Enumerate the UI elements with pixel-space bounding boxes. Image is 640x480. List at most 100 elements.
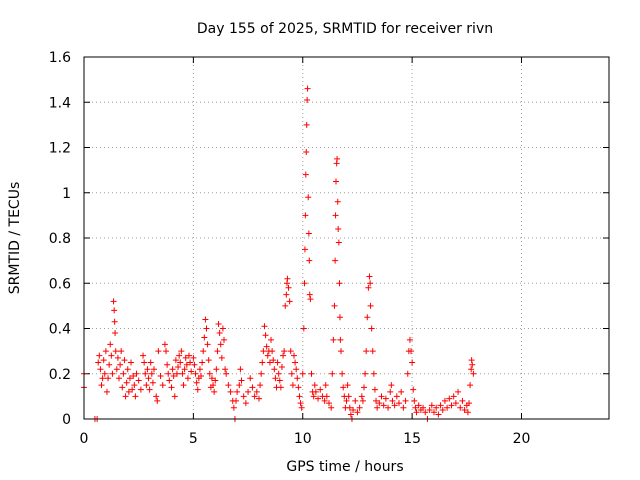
data-point [216,330,223,337]
data-point [303,121,310,128]
data-point [315,395,322,402]
data-point [172,357,179,364]
y-axis-title: SRMTID / TECUs [7,182,23,295]
data-point [213,366,220,373]
data-point [212,377,219,384]
data-point [409,359,416,366]
data-point [105,375,112,382]
data-point [274,359,281,366]
data-point [322,382,329,389]
data-point [413,409,420,416]
data-point [202,316,209,323]
data-point [193,379,200,386]
data-point [223,370,230,377]
x-tick-label: 15 [403,431,421,447]
data-point [373,397,380,404]
data-point [107,341,114,348]
data-point [301,246,308,253]
data-point [437,402,444,409]
data-point [260,348,267,355]
data-point [137,386,144,393]
data-point [187,359,194,366]
data-point [431,409,437,416]
data-point [221,336,227,343]
data-point [145,375,152,382]
data-point [165,370,172,377]
data-point [144,366,151,373]
data-point [194,386,201,393]
data-point [448,402,455,409]
data-point [466,400,472,407]
data-point [282,302,289,309]
data-point [199,359,206,366]
data-point [203,325,210,332]
data-point [284,275,291,282]
data-point [411,397,418,404]
data-point [362,370,369,377]
data-point [461,406,468,413]
data-point [293,366,300,373]
data-point [210,382,217,389]
data-point [435,411,442,418]
data-point [95,359,102,366]
data-point [204,341,211,348]
data-point [111,318,118,325]
data-point [389,397,396,404]
data-point [334,155,341,162]
data-point [292,359,299,366]
data-point [247,375,254,382]
data-point [198,373,205,380]
data-point [304,96,311,103]
data-point [233,397,240,404]
data-point [182,354,189,361]
data-point [153,393,160,400]
data-point [408,348,415,355]
x-tick-label: 0 [80,431,89,447]
data-point [366,273,373,280]
data-point [415,402,422,409]
data-point [470,370,477,377]
data-point [157,373,164,380]
data-point [234,388,241,395]
data-point [140,352,147,359]
data-point [369,348,376,355]
data-point [439,406,446,413]
data-point [311,382,318,389]
data-point [280,352,287,359]
data-point [109,370,116,377]
data-point [299,370,306,377]
data-point [249,384,256,391]
data-point [371,386,378,393]
data-point [211,388,218,395]
data-point [149,379,156,386]
data-point [183,361,190,368]
data-point [275,370,282,377]
data-point [307,296,314,303]
data-point [147,359,154,366]
data-point [396,400,402,407]
data-point [331,302,338,309]
plot-frame [83,56,610,420]
data-point [321,397,328,404]
data-point [123,379,130,386]
data-point [143,382,150,389]
data-point [206,370,213,377]
data-point [129,386,136,393]
data-point [359,397,366,404]
data-point [110,298,117,305]
data-point [368,325,375,332]
data-point [130,373,137,380]
data-point [455,388,462,395]
data-point [450,393,457,400]
data-point [332,257,339,264]
data-point [205,357,212,364]
y-tick-label: 1.2 [49,141,71,157]
data-point [300,325,307,332]
data-point [328,404,335,411]
data-point [176,352,183,359]
data-point [135,377,142,384]
data-point [283,291,290,298]
data-point [222,366,229,373]
data-point [181,366,188,373]
data-point [291,352,297,359]
